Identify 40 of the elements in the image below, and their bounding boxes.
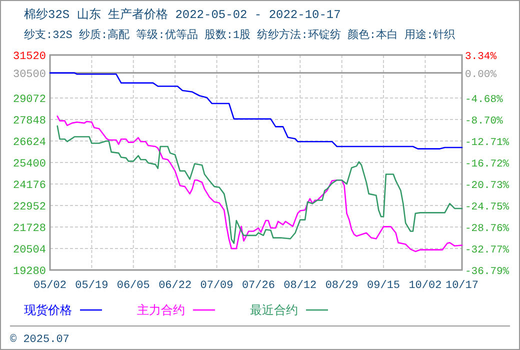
y2-tick-label: 3.34% [465,51,498,63]
y2-tick-label: -32.77% [465,244,510,256]
legend-label: 最近合约 [250,304,298,318]
y-tick-label: 31520 [12,51,46,63]
y-tick-label: 25400 [12,158,46,170]
y2-tick-label: -12.71% [465,136,510,149]
text: © 2025.07 [10,334,70,346]
y-tick-label: 20504 [12,244,46,256]
y2-tick-label: -16.72% [465,158,510,170]
x-tick-label: 07/09 [200,280,234,292]
y-tick-label: 24176 [12,180,46,192]
chart-subtitle: 纱支:32S 纱质:高配 等级:优等品 股数:1股 纺纱方法:环锭纺 颜色:本白 用途:针织 [24,28,456,42]
y2-tick-label: -36.79% [465,266,510,278]
y2-tick-label: 0.00% [465,68,498,81]
x-tick-label: 08/29 [325,280,358,292]
x-tick-label: 06/22 [158,280,192,292]
y-tick-label: 19280 [12,266,46,278]
y2-tick-label: -8.70% [465,116,504,128]
x-tick-label: 06/05 [116,280,150,292]
x-tick-label: 07/26 [242,280,275,292]
x-tick-label: 10/17 [445,280,479,292]
legend-label: 现货价格 [24,304,72,318]
x-tick-label: 08/12 [284,280,317,292]
x-tick-label: 10/02 [408,280,442,292]
x-tick-label: 05/02 [33,280,67,292]
y2-tick-label: -24.75% [465,201,510,214]
line-series [49,72,463,150]
y-tick-label: 26624 [12,137,46,149]
y2-tick-label: -28.76% [465,222,510,235]
y-tick-label: 30500 [12,68,46,81]
y-tick-label: 27848 [12,116,46,128]
x-tick-label: 09/15 [367,280,400,292]
y2-tick-label: -20.73% [465,180,510,192]
y-tick-label: 22952 [12,202,46,214]
y2-tick-label: -4.68% [465,94,504,106]
y-tick-label: 29072 [12,94,46,106]
y-tick-label: 21728 [12,223,46,235]
x-tick-label: 05/19 [75,280,108,292]
chart-title: 棉纱32S 山东 生产者价格 2022-05-02 - 2022-10-17 [24,7,341,22]
legend-label: 主力合约 [137,303,185,318]
